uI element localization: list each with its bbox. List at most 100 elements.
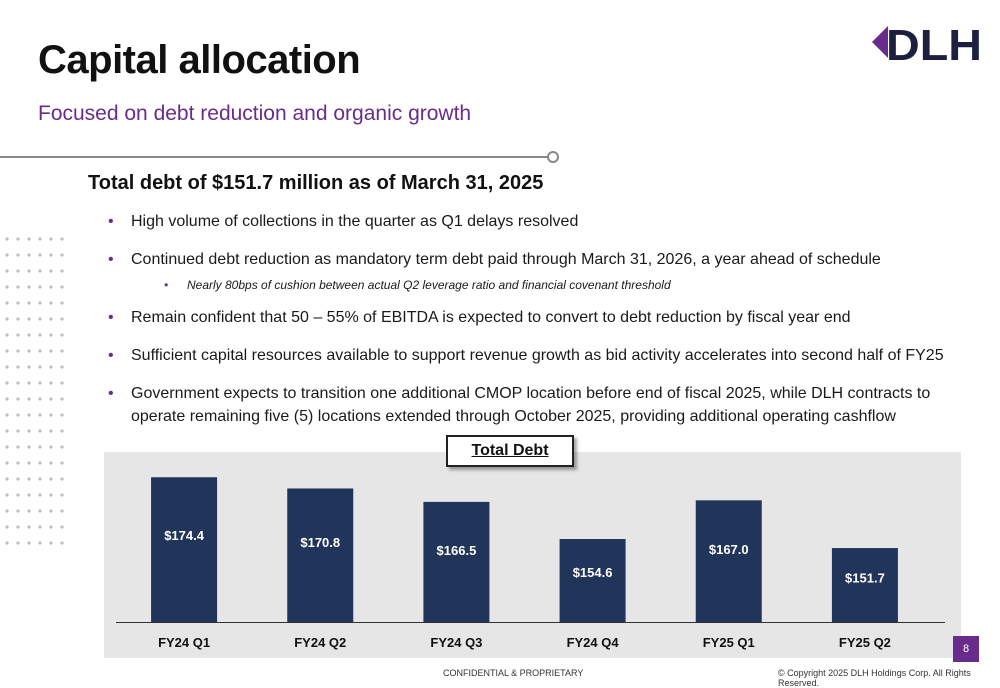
bullet-ebitda: Remain confident that 50 – 55% of EBITDA… [108, 306, 988, 329]
section-divider [0, 156, 548, 158]
decor-dot [38, 269, 42, 273]
section-headline: Total debt of $151.7 million as of March… [88, 172, 544, 194]
decor-dot [38, 365, 42, 369]
decor-dot [49, 381, 53, 385]
decor-dot [27, 477, 31, 481]
decor-dot [5, 301, 9, 305]
decor-dot [27, 541, 31, 545]
x-tick-label: FY24 Q2 [294, 635, 346, 650]
decor-dot [60, 445, 64, 449]
decor-dot [60, 269, 64, 273]
decor-dot [38, 285, 42, 289]
chart-panel [104, 452, 961, 658]
decor-dot [5, 445, 9, 449]
bullet-capital-resources: Sufficient capital resources available t… [108, 344, 988, 367]
decor-dot [16, 413, 20, 417]
decor-dot [16, 237, 20, 241]
x-tick-label: FY25 Q2 [839, 635, 891, 650]
decor-dot [16, 477, 20, 481]
decor-dot [60, 365, 64, 369]
decor-dot [16, 317, 20, 321]
bar-value-label: $170.8 [300, 535, 340, 550]
decor-dot [49, 461, 53, 465]
decor-dot [49, 237, 53, 241]
bullet-debt-reduction: Continued debt reduction as mandatory te… [108, 248, 988, 271]
decor-dot [5, 525, 9, 529]
decor-dot [38, 525, 42, 529]
decor-dot [49, 301, 53, 305]
decor-dot [16, 253, 20, 257]
decor-dot [60, 541, 64, 545]
decor-dot [60, 381, 64, 385]
decor-dot [27, 381, 31, 385]
sub-bullet-covenant: Nearly 80bps of cushion between actual Q… [108, 277, 988, 293]
bar [151, 477, 218, 622]
decor-dot [16, 349, 20, 353]
decor-dot [27, 317, 31, 321]
decor-dot [49, 509, 53, 513]
decor-dot [27, 285, 31, 289]
decor-dot [38, 445, 42, 449]
bar [831, 548, 898, 622]
decor-dot [16, 333, 20, 337]
logo-arrow-icon [872, 26, 888, 58]
bullet-cmop: Government expects to transition one add… [108, 382, 988, 428]
decor-dot [16, 445, 20, 449]
decor-dot [5, 381, 9, 385]
decor-dot [49, 413, 53, 417]
decor-dot [27, 333, 31, 337]
decor-dot [60, 525, 64, 529]
decor-dot [60, 397, 64, 401]
decor-dot [5, 509, 9, 513]
decor-dot [38, 381, 42, 385]
decor-dot [60, 237, 64, 241]
decor-dot [60, 477, 64, 481]
x-tick-label: FY24 Q4 [567, 635, 620, 650]
decor-dot [60, 301, 64, 305]
decor-dot [60, 413, 64, 417]
decor-dot [38, 349, 42, 353]
decor-dot [16, 493, 20, 497]
decor-dot [5, 253, 9, 257]
decor-dot [16, 525, 20, 529]
decor-dot [5, 285, 9, 289]
decor-dot [27, 509, 31, 513]
decor-dot [5, 541, 9, 545]
bar-value-label: $154.6 [573, 565, 613, 580]
decor-dot [27, 493, 31, 497]
decor-dot [60, 461, 64, 465]
decor-dot [38, 413, 42, 417]
decor-dot [49, 253, 53, 257]
decor-dot [5, 461, 9, 465]
decor-dot [49, 493, 53, 497]
decor-dot [5, 477, 9, 481]
decor-dot [16, 381, 20, 385]
decor-dot [27, 461, 31, 465]
decor-dot [38, 541, 42, 545]
decor-dot [5, 429, 9, 433]
decor-dot [38, 317, 42, 321]
x-tick-label: FY24 Q1 [158, 635, 210, 650]
decor-dot [38, 461, 42, 465]
confidential-label: CONFIDENTIAL & PROPRIETARY [443, 668, 584, 678]
decor-dot [38, 477, 42, 481]
decor-dot [49, 269, 53, 273]
decor-dot [27, 349, 31, 353]
bullet-collections: High volume of collections in the quarte… [108, 210, 988, 233]
decor-dot [16, 509, 20, 513]
decor-dot [60, 285, 64, 289]
decor-dot [16, 285, 20, 289]
bar-value-label: $166.5 [437, 543, 477, 558]
decor-dot [60, 349, 64, 353]
decor-dot [38, 301, 42, 305]
bar [695, 500, 762, 622]
decor-dot [60, 253, 64, 257]
decor-dot [16, 269, 20, 273]
decor-dot [5, 317, 9, 321]
decor-dot [60, 333, 64, 337]
page-number: 8 [953, 636, 979, 662]
svg-text:DLH: DLH [886, 21, 982, 64]
bullet-list: High volume of collections in the quarte… [108, 210, 988, 443]
decor-dot [5, 237, 9, 241]
decor-dot [49, 525, 53, 529]
